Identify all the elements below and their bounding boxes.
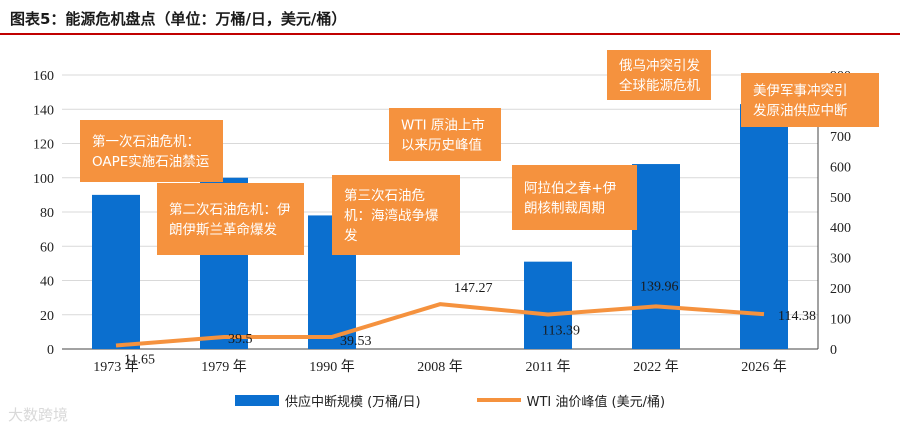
y-right-tick-label: 300 [830,252,851,267]
annotation-text: WTI 原油上市 [401,117,485,134]
energy-crisis-chart: 0 20 40 60 80 100 120 140 160 0 100 200 300 400 500 600… [33,50,879,375]
annotation-text: 第一次石油危机： [92,133,200,150]
annotation-box [389,108,501,161]
annotation-text: OAPE实施石油禁运 [92,154,210,170]
x-tick-label: 2008 年 [417,359,463,375]
page-title: 图表5：能源危机盘点（单位：万桶/日，美元/桶） [10,10,347,28]
x-tick-label: 1990 年 [309,359,355,375]
title-rule [0,33,900,35]
x-tick-label: 1973 年 [93,359,139,375]
annotation-text: 第三次石油危 [344,187,425,204]
annotation-text: 朗核制裁周期 [524,201,605,217]
legend-label-bar: 供应中断规模 (万桶/日) [284,394,421,410]
watermark-logo: 大数跨境 [8,406,69,424]
data-label: 147.27 [454,281,493,296]
annotation-text: 发原油供应中断 [753,102,848,119]
y-right-tick-label: 0 [830,343,837,358]
annotation-text: 机：海湾战争爆 [344,207,439,224]
legend-swatch-line [476,398,521,402]
y-left-tick-label: 120 [33,138,54,153]
annotation-text: 全球能源危机 [619,77,700,94]
data-label: 113.39 [542,323,580,338]
data-label: 114.38 [778,309,816,324]
x-tick-label: 2011 年 [526,359,571,375]
data-label: 39.5 [228,332,253,347]
annotation-box [607,50,711,100]
annotation-text: 美伊军事冲突引 [753,83,848,99]
bar [632,164,680,349]
y-left-tick-label: 140 [33,103,54,118]
data-label: 39.53 [340,334,372,349]
x-tick-label: 2026 年 [741,359,787,375]
legend-item-line: WTI 油价峰值 (美元/桶) [476,391,666,410]
y-left-tick-label: 0 [47,343,54,358]
legend-label-line: WTI 油价峰值 (美元/桶) [526,394,666,410]
annotation-text: 第二次石油危机：伊 [169,201,291,218]
y-left-tick-label: 100 [33,172,54,187]
y-right-tick-label: 500 [830,191,851,206]
annotation-box [157,183,304,255]
y-left-tick-label: 40 [40,275,54,290]
y-right-tick-label: 700 [830,130,851,145]
y-right-tick-label: 600 [830,160,851,175]
annotation-text: 发 [344,228,358,244]
y-left-tick-label: 60 [40,240,54,255]
annotation-box [332,175,460,255]
bar [740,104,788,349]
bar [524,261,572,349]
legend-item-bar: 供应中断规模 (万桶/日) [234,391,421,410]
annotation-box [512,165,637,230]
annotation-text: 朗伊斯兰革命爆发 [169,221,277,238]
y-left-tick-label: 80 [40,206,54,221]
legend-swatch-bar [234,394,279,406]
y-left-tick-label: 20 [40,309,54,324]
annotation-text: 阿拉伯之春+伊 [524,181,616,197]
x-tick-label: 1979 年 [201,359,247,375]
y-right-tick-label: 400 [830,221,851,236]
annotation-box [741,73,879,127]
chart-legend: 供应中断规模 (万桶/日) WTI 油价峰值 (美元/桶) [0,390,900,410]
x-tick-label: 2022 年 [633,359,679,375]
annotation-box [80,120,223,182]
y-left-tick-label: 160 [33,69,54,84]
y-right-tick-label: 200 [830,282,851,297]
y-right-tick-label: 100 [830,313,851,328]
data-label: 11.65 [124,352,155,367]
data-label: 139.96 [640,279,679,294]
annotation-text: 俄乌冲突引发 [619,58,700,74]
annotation-text: 以来历史峰值 [401,138,482,154]
price-line [115,302,765,348]
bar [92,194,140,349]
